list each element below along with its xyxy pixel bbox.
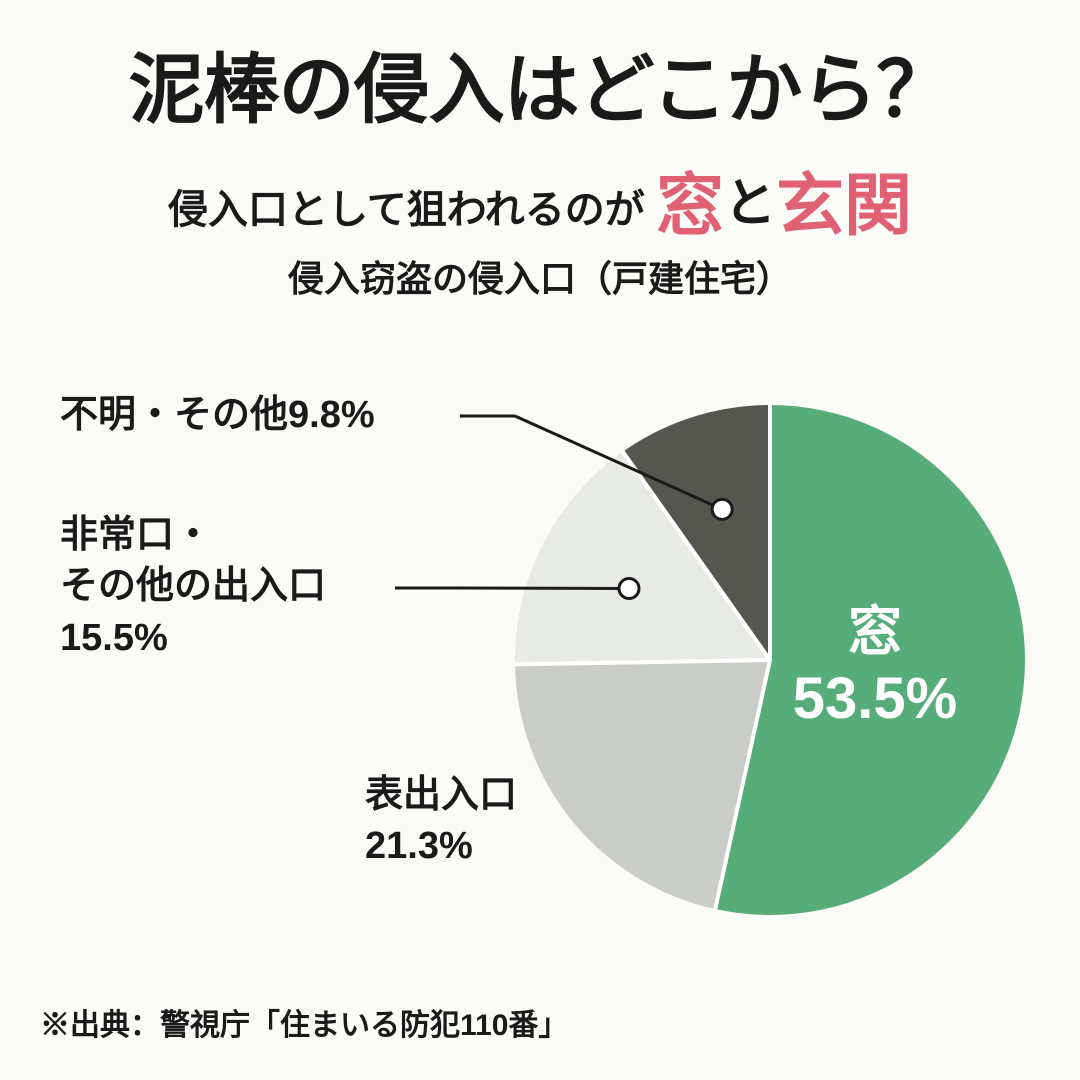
page-title: 泥棒の侵入はどこから？ bbox=[0, 28, 1080, 138]
callout-emergency: 非常口・ その他の出入口 15.5% bbox=[60, 510, 326, 664]
subtitle-accent-2: 玄関 bbox=[776, 168, 912, 244]
chart-area: 窓53.5% 不明・その他9.8% 非常口・ その他の出入口 15.5% 表出入… bbox=[0, 340, 1080, 980]
leader-marker-emergency bbox=[619, 579, 639, 599]
subtitle-and: と bbox=[724, 175, 776, 233]
leader-d-emergency bbox=[455, 588, 629, 589]
subtitle: 侵入口として狙われるのが 窓と玄関 bbox=[0, 150, 1080, 249]
callout-front: 表出入口 21.3% bbox=[365, 770, 517, 873]
page: 泥棒の侵入はどこから？ 侵入口として狙われるのが 窓と玄関 侵入窃盗の侵入口（戸… bbox=[0, 0, 1080, 1080]
pie-main-label-top: 窓 bbox=[848, 602, 902, 662]
source-citation: ※出典：警視庁「住まいる防犯110番」 bbox=[40, 1000, 568, 1044]
chart-title: 侵入窃盗の侵入口（戸建住宅） bbox=[0, 250, 1080, 302]
subtitle-prefix: 侵入口として狙われるのが bbox=[168, 188, 645, 232]
subtitle-accent-1: 窓 bbox=[656, 168, 724, 244]
pie-main-label-bottom: 53.5% bbox=[793, 666, 957, 731]
leader-marker-unknown bbox=[712, 499, 732, 519]
callout-unknown: 不明・その他9.8% bbox=[60, 390, 375, 441]
